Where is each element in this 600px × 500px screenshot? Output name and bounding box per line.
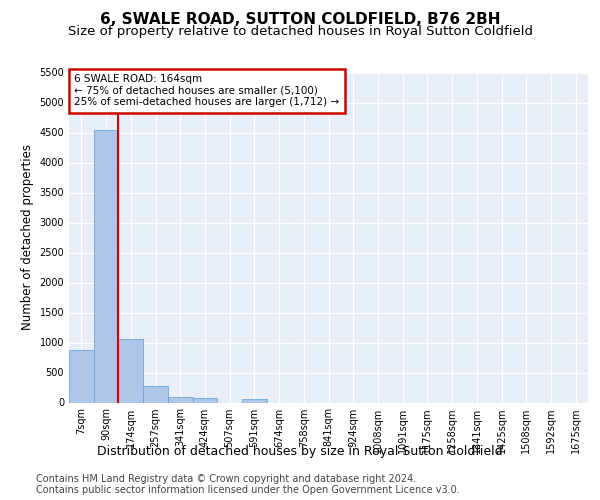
Bar [193, 398, 217, 402]
Text: Contains public sector information licensed under the Open Government Licence v3: Contains public sector information licen… [36, 485, 460, 495]
Y-axis label: Number of detached properties: Number of detached properties [21, 144, 34, 330]
Text: 6, SWALE ROAD, SUTTON COLDFIELD, B76 2BH: 6, SWALE ROAD, SUTTON COLDFIELD, B76 2BH [100, 12, 500, 28]
Text: Contains HM Land Registry data © Crown copyright and database right 2024.: Contains HM Land Registry data © Crown c… [36, 474, 416, 484]
Bar [143, 386, 168, 402]
Text: 6 SWALE ROAD: 164sqm
← 75% of detached houses are smaller (5,100)
25% of semi-de: 6 SWALE ROAD: 164sqm ← 75% of detached h… [74, 74, 340, 108]
Bar [69, 350, 94, 403]
Bar [168, 397, 193, 402]
Text: Size of property relative to detached houses in Royal Sutton Coldfield: Size of property relative to detached ho… [67, 25, 533, 38]
Text: Distribution of detached houses by size in Royal Sutton Coldfield: Distribution of detached houses by size … [97, 445, 503, 458]
Bar [118, 339, 143, 402]
Bar [242, 399, 267, 402]
Bar [94, 130, 118, 402]
